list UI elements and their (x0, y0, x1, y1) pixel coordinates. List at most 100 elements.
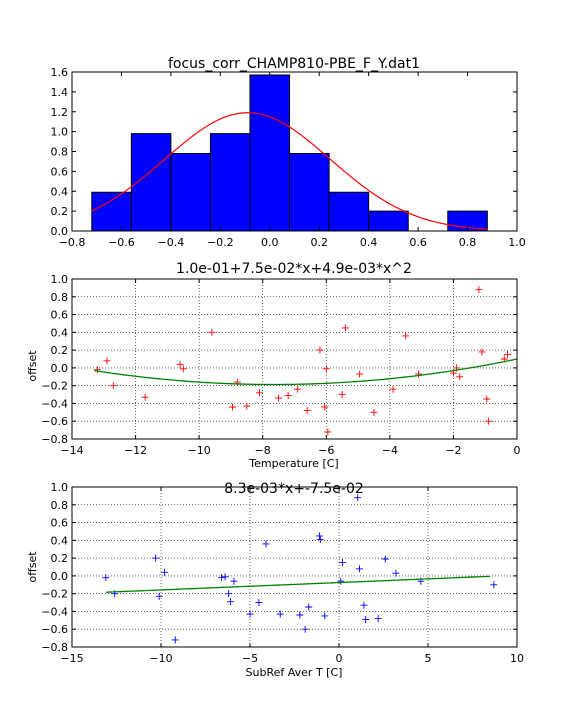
subref-frame (71, 486, 518, 648)
subref-x-tick-label: −5 (242, 652, 258, 665)
temperature-y-tick-label: 0.6 (51, 309, 69, 322)
histogram-x-tick-label: −0.8 (59, 236, 86, 249)
histogram-x-tick-label: 0.6 (409, 236, 427, 249)
histogram-bar (209, 133, 251, 232)
temperature-x-tick-label: −8 (255, 444, 271, 457)
temperature-data-point (93, 366, 101, 374)
histogram-panel: focus_corr_CHAMP810-PBE_F_Y.dat1 −0.8 −0.… (51, 56, 526, 249)
temperature-x-tick-label: 0 (514, 444, 521, 457)
subref-y-tick-label: −0.4 (41, 605, 68, 618)
temperature-data-point (109, 382, 117, 390)
subref-data-point (262, 540, 270, 548)
temperature-data-point (284, 391, 292, 399)
temperature-data-point (303, 407, 311, 415)
temperature-data-point (483, 395, 491, 403)
temperature-y-tick-label: −0.6 (41, 415, 68, 428)
subref-data-point (392, 569, 400, 577)
subref-data-point (305, 603, 313, 611)
temperature-y-tick-label: 0.8 (51, 291, 69, 304)
temperature-data-point (141, 393, 149, 401)
temperature-frame (71, 278, 518, 440)
subref-x-tick-label: 0 (336, 652, 343, 665)
subref-data-point (218, 574, 226, 582)
subref-fit-line (105, 575, 491, 593)
temperature-data-point (256, 389, 264, 397)
histogram-y-tick-label: 0.4 (51, 185, 69, 198)
histogram-bar (91, 191, 132, 232)
subref-data-point (225, 590, 233, 598)
subref-y-tick-label: 0.0 (51, 570, 69, 583)
subref-data-point (230, 577, 238, 585)
subref-x-tick-label: 5 (425, 652, 432, 665)
subref-data-point (171, 636, 179, 644)
temperature-data-point (176, 360, 184, 368)
subref-scatter-title: 8.3e-03*x+-7.5e-02 (224, 481, 364, 497)
histogram-gaussian-fit-curve (91, 112, 488, 230)
temperature-data-point (414, 370, 422, 378)
temperature-y-tick-label: 0.4 (51, 326, 69, 339)
temperature-y-tick-label: 0.0 (51, 362, 69, 375)
histogram-y-tick-label: 0.0 (51, 225, 69, 238)
histogram-x-tick-label: 0.0 (261, 236, 279, 249)
histogram-bar (249, 74, 291, 232)
histogram-bar (170, 152, 211, 232)
temperature-data-point (341, 324, 349, 332)
temperature-data-layer (93, 286, 517, 436)
subref-y-tick-label: −0.2 (41, 588, 68, 601)
subref-data-layer (102, 494, 498, 644)
temperature-y-tick-label: −0.2 (41, 380, 68, 393)
subref-y-tick-label: 0.2 (51, 552, 69, 565)
subref-data-point (354, 494, 362, 502)
subref-y-tick-label: 0.6 (51, 517, 69, 530)
temperature-data-point (294, 385, 302, 393)
histogram-x-tick-label: −0.6 (108, 236, 135, 249)
subref-y-tick-label: 0.8 (51, 499, 69, 512)
temperature-y-tick-label: 0.2 (51, 344, 69, 357)
temperature-y-tick-label: 1.0 (51, 273, 69, 286)
temperature-data-point (103, 357, 111, 365)
histogram-x-tick-label: 0.4 (360, 236, 378, 249)
temperature-data-point (370, 408, 378, 416)
subref-data-point (316, 535, 324, 543)
histogram-y-tick-label: 0.2 (51, 205, 69, 218)
histogram-bar (368, 210, 409, 232)
subref-data-point (152, 554, 160, 562)
histogram-bar (289, 152, 330, 232)
temperature-data-point (484, 417, 492, 425)
subref-y-tick-label: 0.4 (51, 534, 69, 547)
temperature-data-point (478, 348, 486, 356)
temperature-data-point (338, 391, 346, 399)
subref-data-point (374, 615, 382, 623)
histogram-y-tick-label: 0.6 (51, 165, 69, 178)
temperature-data-point (229, 403, 237, 411)
subref-data-point (360, 601, 368, 609)
subref-scatter-panel: 8.3e-03*x+-7.5e-02 SubRef Aver T [C] off… (26, 481, 524, 679)
subref-data-point (221, 573, 229, 581)
temperature-data-point (316, 346, 324, 354)
subref-x-axis-label: SubRef Aver T [C] (246, 666, 343, 679)
subref-data-point (381, 555, 389, 563)
subref-y-axis-label: offset (26, 551, 39, 583)
histogram-x-tick-label: −0.4 (158, 236, 185, 249)
temperature-data-point (243, 402, 251, 410)
temperature-x-axis-label: Temperature [C] (248, 457, 338, 470)
histogram-y-tick-label: 1.2 (51, 106, 69, 119)
temperature-data-point (179, 365, 187, 373)
temperature-data-point (402, 332, 410, 340)
histogram-x-tick-label: 1.0 (508, 236, 526, 249)
temperature-scatter-plot-area: −14 −12 −10 −8 −6 −4 −2 0 −0.8 −0.6 −0.4 −0.2 0.0 0.2… (41, 273, 520, 457)
histogram-x-tick-label: 0.2 (310, 236, 328, 249)
subref-data-point (246, 610, 254, 618)
temperature-data-point (389, 385, 397, 393)
subref-data-point (362, 615, 370, 623)
temperature-x-tick-label: −4 (382, 444, 398, 457)
subref-data-point (155, 592, 163, 600)
subref-y-tick-label: −0.6 (41, 623, 68, 636)
temperature-scatter-title: 1.0e-01+7.5e-02*x+4.9e-03*x^2 (176, 261, 412, 277)
subref-data-point (337, 577, 345, 585)
temperature-data-point (356, 370, 364, 378)
subref-data-point (355, 565, 363, 573)
temperature-scatter-panel: 1.0e-01+7.5e-02*x+4.9e-03*x^2 Temperatur… (26, 261, 521, 470)
subref-data-point (296, 611, 304, 619)
